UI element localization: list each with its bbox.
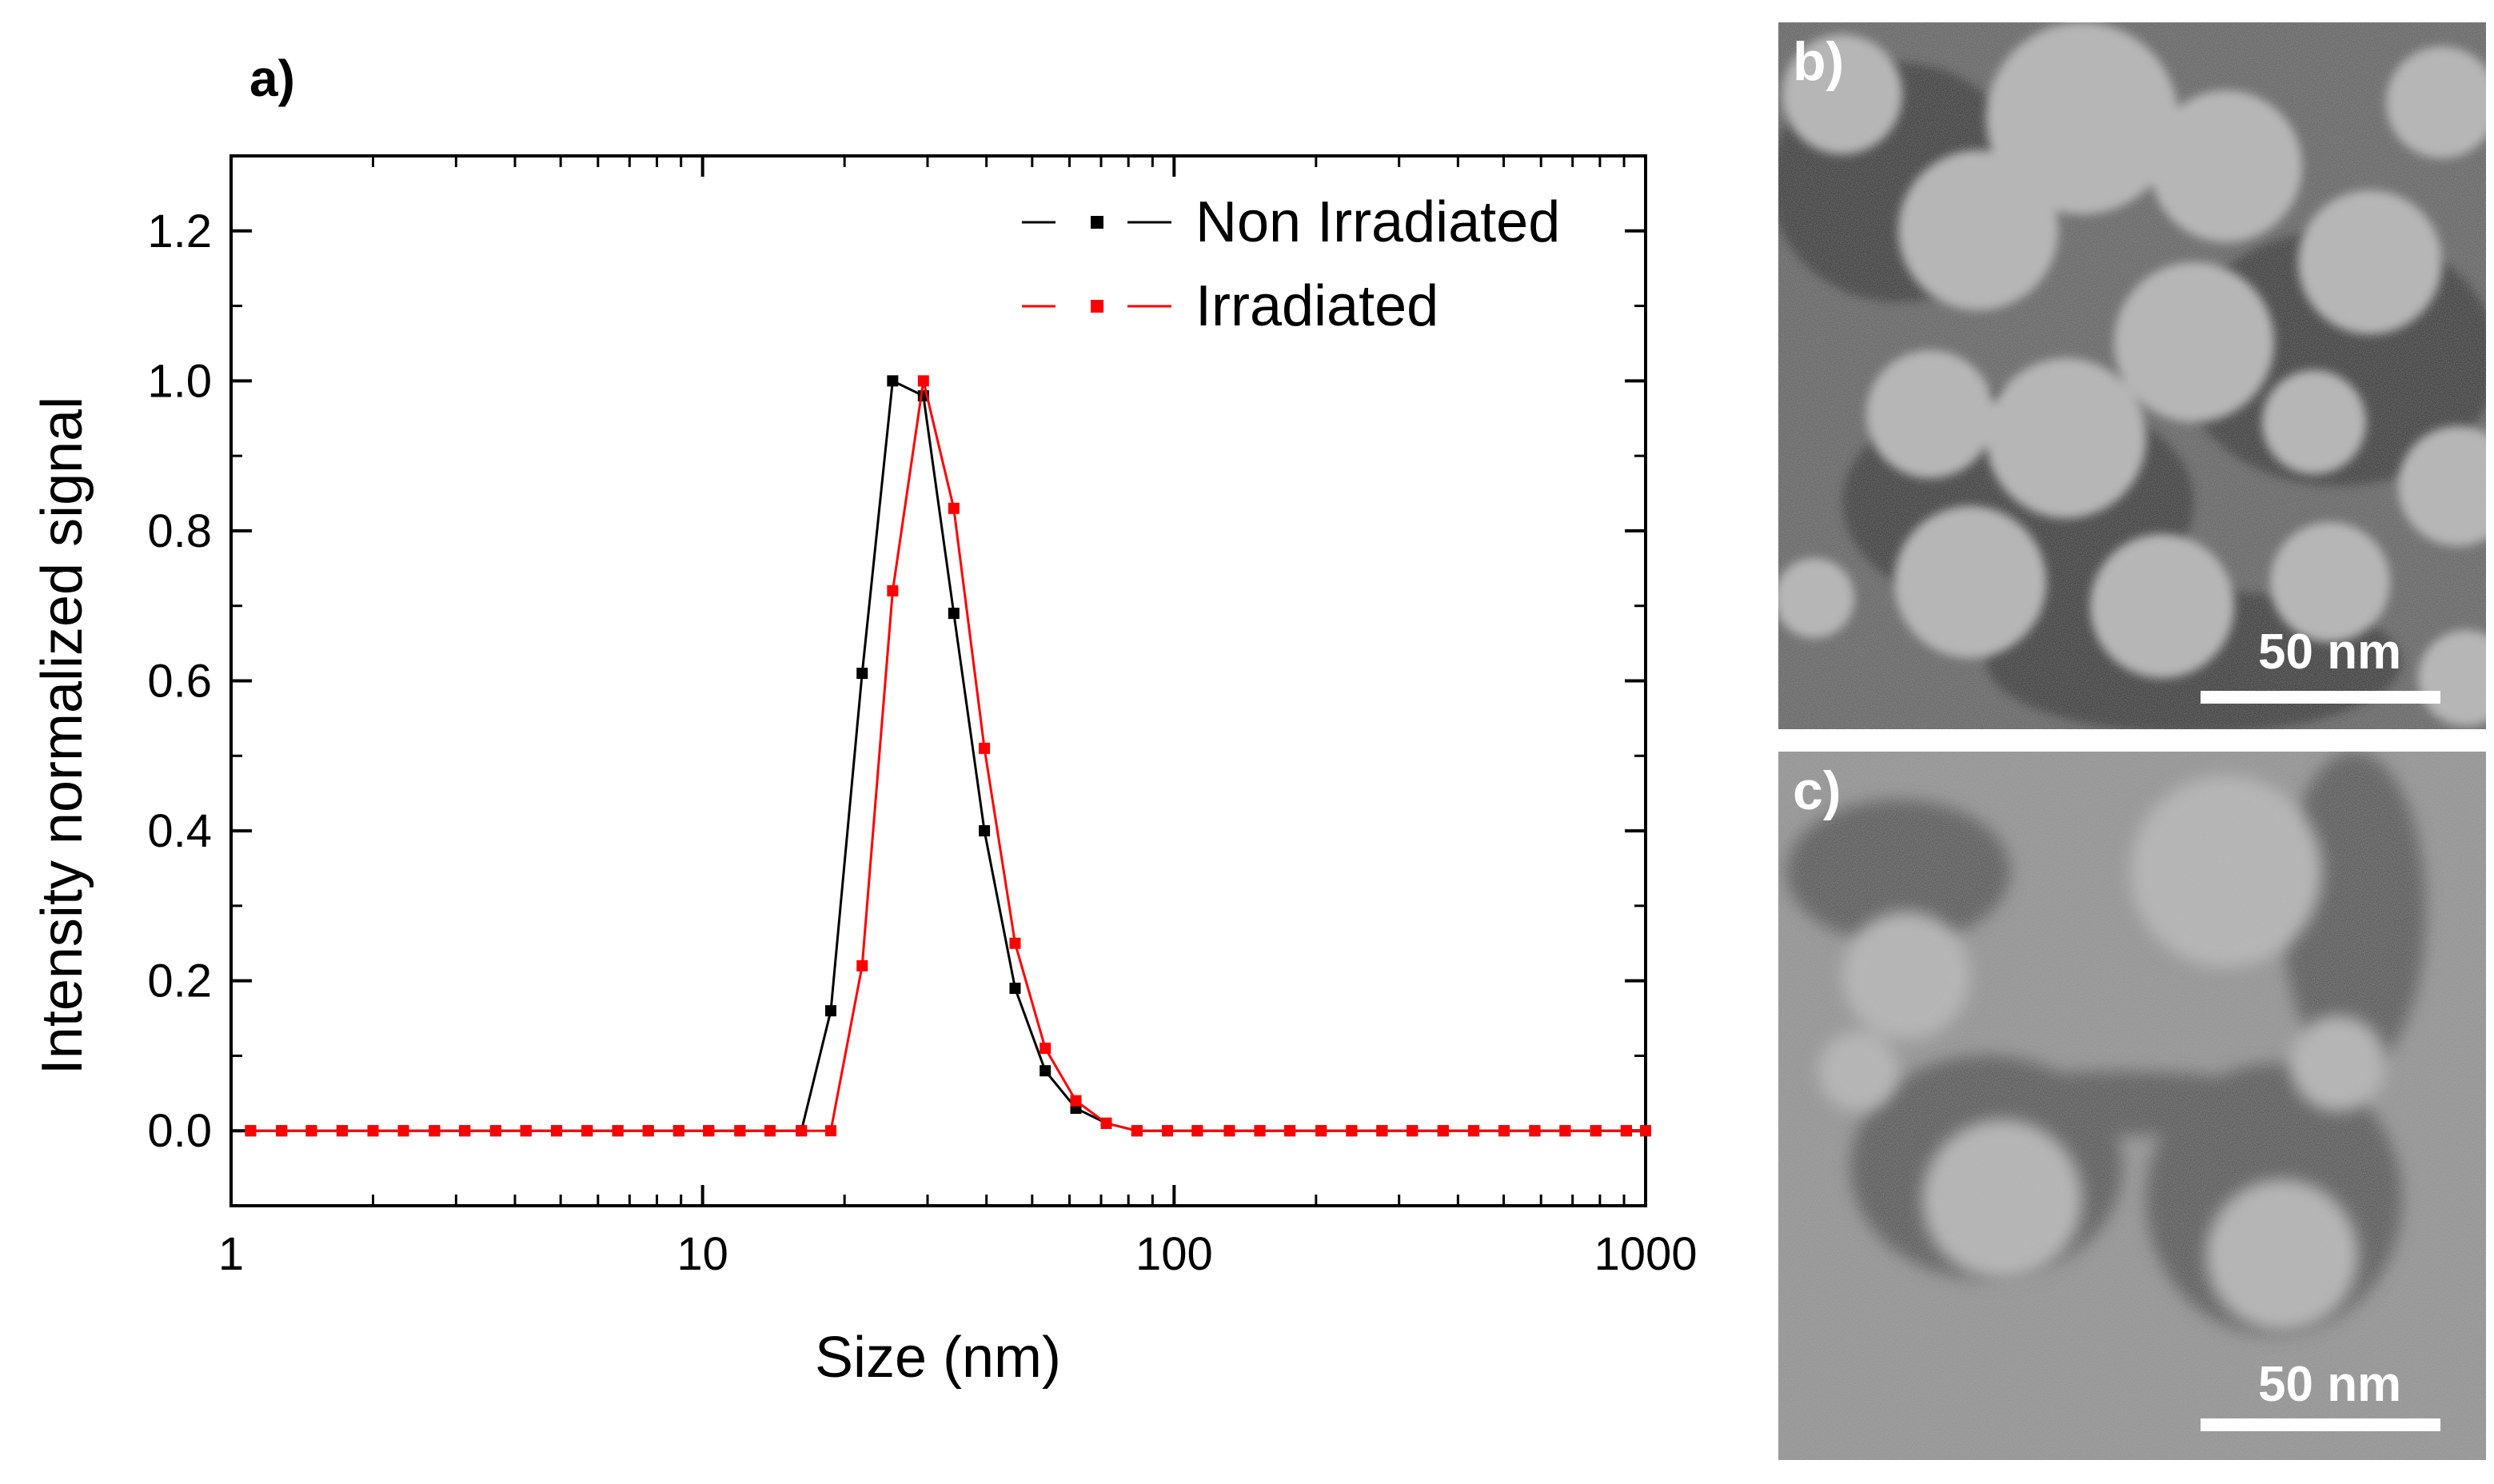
data-point-0: [856, 668, 868, 680]
data-point-1: [948, 502, 960, 514]
tem-micrograph-icon: [1778, 752, 2486, 1460]
panel-label-a: a): [249, 50, 295, 107]
data-point-1: [1559, 1125, 1571, 1137]
data-point-1: [824, 1125, 836, 1137]
data-point-0: [1009, 983, 1021, 995]
series-line-0: [250, 379, 1646, 1132]
series-line-1: [250, 381, 1646, 1132]
data-point-1: [1590, 1125, 1602, 1137]
data-point-0: [824, 1005, 836, 1017]
y-tick-label: 0.8: [147, 505, 212, 557]
data-point-1: [1346, 1125, 1358, 1137]
x-tick-label: 1: [218, 1228, 244, 1280]
data-point-1: [550, 1125, 562, 1137]
tem-micrograph-icon: [1778, 22, 2486, 729]
y-tick-label: 1.2: [147, 205, 212, 257]
data-point-1: [1529, 1125, 1541, 1137]
series-layer: [245, 375, 1651, 1137]
data-point-1: [305, 1125, 317, 1137]
data-point-1: [703, 1125, 715, 1137]
data-point-1: [642, 1125, 654, 1137]
y-tick-label: 0.0: [147, 1105, 212, 1157]
data-point-1: [1162, 1125, 1174, 1137]
data-point-1: [520, 1125, 532, 1137]
x-tick-label: 1000: [1594, 1228, 1697, 1280]
data-point-1: [1131, 1125, 1143, 1137]
data-point-1: [1315, 1125, 1327, 1137]
y-tick-label: 1.0: [147, 355, 212, 407]
data-point-1: [397, 1125, 409, 1137]
y-axis-label: Intensity normalized signal: [30, 397, 94, 1075]
data-point-1: [764, 1125, 776, 1137]
scale-bar-c: [2201, 1418, 2440, 1431]
data-point-1: [581, 1125, 593, 1137]
y-tick-label: 0.2: [147, 955, 212, 1007]
y-axis-ticks: 0.0 0.2 0.4 0.6 0.8 1.0 1.2: [147, 205, 1646, 1157]
data-point-0: [1039, 1065, 1051, 1077]
panel-label-b: b): [1793, 31, 1845, 92]
data-point-1: [1376, 1125, 1388, 1137]
panel-label-c: c): [1793, 760, 1842, 821]
legend-marker: [1091, 300, 1103, 313]
tem-image-c: c) 50 nm: [1778, 752, 2486, 1460]
data-point-1: [1100, 1117, 1112, 1129]
data-point-1: [1407, 1125, 1419, 1137]
data-point-1: [887, 584, 899, 596]
data-point-1: [245, 1125, 257, 1137]
x-axis-label: Size (nm): [815, 1326, 1061, 1390]
data-point-1: [1191, 1125, 1203, 1137]
data-point-1: [1284, 1125, 1296, 1137]
data-point-1: [856, 959, 868, 971]
data-point-1: [612, 1125, 624, 1137]
legend-label: Non Irradiated: [1195, 190, 1560, 254]
data-point-1: [1070, 1095, 1082, 1107]
data-point-1: [734, 1125, 746, 1137]
x-tick-label: 100: [1135, 1228, 1213, 1280]
legend-label: Irradiated: [1195, 274, 1439, 338]
y-tick-label: 0.6: [147, 656, 212, 708]
data-point-1: [1468, 1125, 1480, 1137]
data-point-1: [672, 1125, 684, 1137]
tem-image-b: b) 50 nm: [1778, 22, 2486, 729]
data-point-1: [1254, 1125, 1266, 1137]
data-point-1: [429, 1125, 441, 1137]
data-point-1: [336, 1125, 348, 1137]
data-point-0: [979, 825, 991, 837]
data-point-1: [1223, 1125, 1235, 1137]
legend-marker: [1091, 216, 1103, 229]
data-point-1: [367, 1125, 379, 1137]
data-point-1: [979, 742, 991, 754]
data-point-1: [1640, 1125, 1651, 1137]
data-point-1: [1620, 1125, 1632, 1137]
data-point-0: [887, 375, 899, 387]
data-point-1: [1437, 1125, 1449, 1137]
scale-label-c: 50 nm: [2258, 1357, 2402, 1412]
data-point-1: [489, 1125, 501, 1137]
data-point-1: [459, 1125, 471, 1137]
scale-bar-b: [2201, 691, 2440, 704]
legend: Non Irradiated Irradiated: [1022, 190, 1560, 338]
data-point-1: [276, 1125, 288, 1137]
data-point-1: [917, 375, 929, 387]
x-tick-label: 10: [676, 1228, 728, 1280]
scale-label-b: 50 nm: [2258, 624, 2402, 680]
data-point-1: [796, 1125, 808, 1137]
data-point-1: [1039, 1043, 1051, 1055]
y-tick-label: 0.4: [147, 805, 212, 857]
x-axis-ticks: 1 10 100 1000: [218, 156, 1698, 1280]
data-point-1: [1498, 1125, 1510, 1137]
data-point-0: [948, 608, 960, 620]
data-point-1: [1009, 937, 1021, 949]
size-distribution-chart: a) 0.0 0.2 0.4 0.6 0.8 1.0 1.2 1 10 100 1000 Size…: [30, 50, 1698, 1390]
